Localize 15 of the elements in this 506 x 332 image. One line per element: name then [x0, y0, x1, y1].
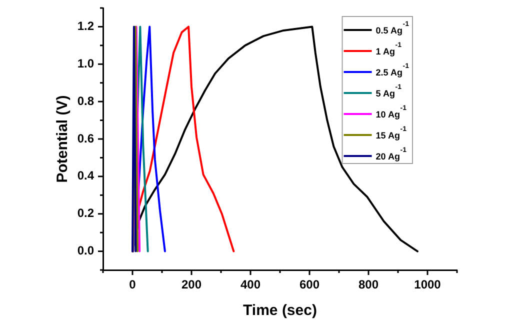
x-tick-label: 200: [181, 278, 202, 292]
x-axis-title: Time (sec): [243, 302, 317, 320]
x-tick-label: 600: [299, 278, 320, 292]
y-tick-label: 1.2: [77, 19, 94, 34]
x-tick-label: 1000: [414, 278, 442, 292]
y-tick-label: 0.4: [77, 168, 94, 183]
y-tick-label: 0.6: [77, 131, 94, 146]
y-tick-label: 1.0: [77, 56, 94, 70]
x-tick-label: 800: [358, 278, 379, 292]
x-tick-label: 400: [240, 278, 261, 292]
y-axis-title: Potential (V): [54, 95, 72, 183]
y-tick-label: 0.2: [77, 206, 94, 220]
y-tick-label: 0.0: [77, 244, 94, 258]
x-tick-label: 0: [129, 278, 136, 292]
y-tick-label: 0.8: [77, 94, 94, 108]
